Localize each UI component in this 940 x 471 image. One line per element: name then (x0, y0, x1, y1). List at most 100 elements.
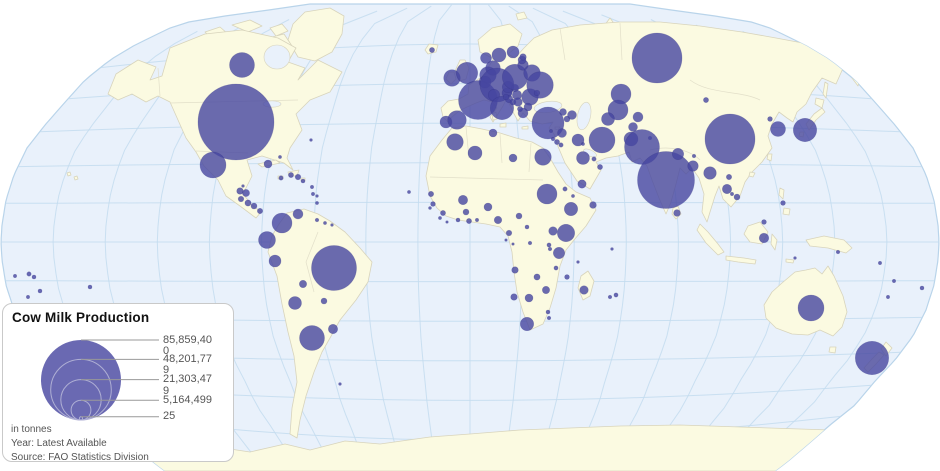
country-bubble[interactable] (429, 47, 435, 53)
country-bubble[interactable] (628, 122, 638, 132)
country-bubble[interactable] (37, 288, 43, 294)
country-bubble[interactable] (533, 89, 541, 97)
country-bubble[interactable] (513, 97, 523, 107)
country-bubble[interactable] (440, 210, 446, 216)
country-bubble[interactable] (480, 52, 492, 64)
country-bubble[interactable] (793, 256, 797, 260)
country-bubble[interactable] (556, 224, 575, 243)
country-bubble[interactable] (637, 151, 695, 209)
country-bubble[interactable] (835, 249, 841, 255)
country-bubble[interactable] (891, 278, 896, 283)
country-bubble[interactable] (455, 217, 461, 223)
country-bubble[interactable] (428, 206, 432, 210)
country-bubble[interactable] (502, 93, 510, 101)
country-bubble[interactable] (298, 279, 307, 288)
country-bubble[interactable] (567, 110, 577, 120)
country-bubble[interactable] (299, 325, 325, 351)
country-bubble[interactable] (250, 202, 258, 210)
country-bubble[interactable] (877, 260, 882, 265)
country-bubble[interactable] (589, 201, 597, 209)
country-bubble[interactable] (278, 155, 282, 159)
country-bubble[interactable] (310, 192, 315, 197)
country-bubble[interactable] (493, 215, 503, 225)
country-bubble[interactable] (407, 190, 411, 194)
country-bubble[interactable] (577, 179, 587, 189)
country-bubble[interactable] (536, 183, 558, 205)
country-bubble[interactable] (553, 265, 559, 271)
country-bubble[interactable] (462, 208, 470, 216)
country-bubble[interactable] (691, 153, 697, 159)
country-bubble[interactable] (564, 274, 570, 280)
country-bubble[interactable] (26, 271, 32, 277)
country-bubble[interactable] (199, 151, 227, 179)
country-bubble[interactable] (541, 285, 550, 294)
country-bubble[interactable] (770, 121, 786, 137)
country-bubble[interactable] (504, 238, 508, 242)
country-bubble[interactable] (430, 201, 436, 207)
country-bubble[interactable] (631, 32, 683, 84)
country-bubble[interactable] (758, 232, 770, 244)
country-bubble[interactable] (505, 229, 513, 237)
country-bubble[interactable] (278, 175, 284, 181)
country-bubble[interactable] (579, 285, 589, 295)
country-bubble[interactable] (733, 193, 741, 201)
country-bubble[interactable] (919, 285, 925, 291)
country-bubble[interactable] (548, 226, 558, 236)
country-bubble[interactable] (559, 108, 567, 116)
country-bubble[interactable] (797, 294, 825, 322)
country-bubble[interactable] (885, 294, 890, 299)
country-bubble[interactable] (315, 194, 319, 198)
country-bubble[interactable] (427, 191, 434, 198)
country-bubble[interactable] (309, 138, 313, 142)
country-bubble[interactable] (323, 221, 327, 225)
country-bubble[interactable] (467, 145, 483, 161)
country-bubble[interactable] (546, 315, 552, 321)
country-bubble[interactable] (438, 216, 442, 220)
country-bubble[interactable] (300, 178, 306, 184)
country-bubble[interactable] (534, 148, 552, 166)
country-bubble[interactable] (526, 71, 554, 99)
country-bubble[interactable] (229, 52, 255, 78)
country-bubble[interactable] (703, 97, 709, 103)
country-bubble[interactable] (446, 133, 464, 151)
country-bubble[interactable] (613, 292, 619, 298)
country-bubble[interactable] (549, 129, 553, 133)
country-bubble[interactable] (552, 247, 565, 260)
country-bubble[interactable] (445, 220, 449, 224)
country-bubble[interactable] (511, 242, 515, 246)
country-bubble[interactable] (571, 133, 585, 147)
country-bubble[interactable] (309, 185, 314, 190)
country-bubble[interactable] (517, 106, 523, 112)
country-bubble[interactable] (455, 61, 478, 84)
country-bubble[interactable] (673, 209, 681, 217)
country-bubble[interactable] (671, 148, 684, 161)
country-bubble[interactable] (31, 274, 37, 280)
country-bubble[interactable] (761, 219, 767, 225)
country-bubble[interactable] (87, 284, 93, 290)
country-bubble[interactable] (558, 142, 564, 148)
country-bubble[interactable] (256, 208, 263, 215)
country-bubble[interactable] (330, 223, 334, 227)
country-bubble[interactable] (244, 199, 252, 207)
country-bubble[interactable] (581, 142, 585, 146)
country-bubble[interactable] (288, 296, 302, 310)
country-bubble[interactable] (597, 164, 603, 170)
country-bubble[interactable] (519, 53, 527, 61)
country-bubble[interactable] (524, 293, 534, 303)
country-bubble[interactable] (457, 195, 468, 206)
country-bubble[interactable] (13, 273, 18, 278)
country-bubble[interactable] (268, 254, 282, 268)
country-bubble[interactable] (474, 218, 479, 223)
country-bubble[interactable] (527, 240, 533, 246)
country-bubble[interactable] (601, 112, 615, 126)
country-bubble[interactable] (524, 224, 530, 230)
country-bubble[interactable] (491, 47, 507, 63)
country-bubble[interactable] (721, 184, 732, 195)
country-bubble[interactable] (533, 273, 541, 281)
country-bubble[interactable] (780, 200, 786, 206)
country-bubble[interactable] (588, 126, 616, 154)
country-bubble[interactable] (314, 217, 320, 223)
country-bubble[interactable] (511, 266, 519, 274)
country-bubble[interactable] (508, 153, 518, 163)
country-bubble[interactable] (607, 294, 613, 300)
